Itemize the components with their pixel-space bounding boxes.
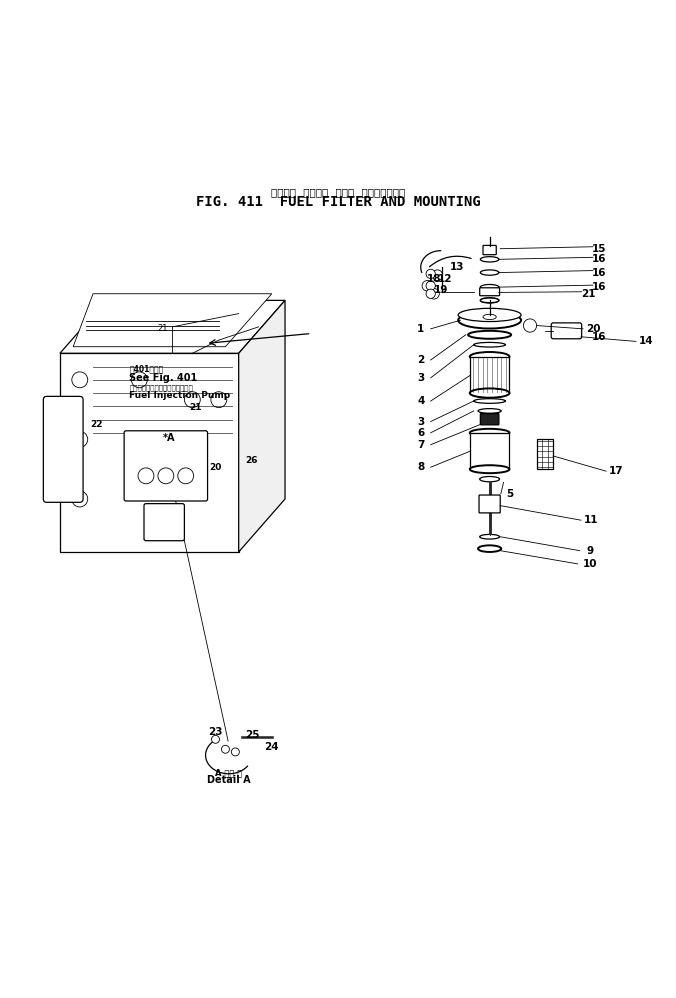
Text: 16: 16 — [592, 331, 607, 341]
Circle shape — [185, 392, 200, 407]
Ellipse shape — [480, 476, 500, 482]
Text: フェエルインジェクションポンプ: フェエルインジェクションポンプ — [129, 384, 193, 391]
Text: 21: 21 — [158, 324, 168, 333]
FancyBboxPatch shape — [479, 495, 500, 513]
Text: 13: 13 — [450, 262, 464, 272]
FancyBboxPatch shape — [43, 396, 83, 502]
Text: 21: 21 — [189, 403, 202, 412]
Text: 10: 10 — [582, 559, 597, 569]
Text: 4: 4 — [417, 396, 425, 406]
Circle shape — [212, 736, 220, 744]
Text: 16: 16 — [592, 254, 607, 264]
Text: 9: 9 — [586, 546, 593, 556]
Text: 25: 25 — [245, 731, 259, 741]
Text: Fuel Injection Pump: Fuel Injection Pump — [129, 391, 231, 400]
FancyBboxPatch shape — [144, 504, 185, 541]
Ellipse shape — [470, 465, 510, 473]
Circle shape — [426, 269, 435, 278]
Polygon shape — [239, 300, 285, 552]
Text: 8: 8 — [417, 462, 425, 472]
Text: *A: *A — [163, 433, 175, 443]
Circle shape — [72, 491, 88, 507]
Ellipse shape — [468, 330, 511, 338]
Text: 2: 2 — [417, 355, 425, 365]
Ellipse shape — [481, 284, 499, 289]
Text: 3: 3 — [417, 416, 425, 426]
Polygon shape — [73, 293, 272, 346]
Text: A 詳細 図: A 詳細 図 — [215, 767, 243, 777]
Text: See Fig. 401: See Fig. 401 — [129, 373, 197, 383]
Text: 3: 3 — [417, 373, 425, 383]
Ellipse shape — [470, 352, 510, 361]
Circle shape — [72, 431, 88, 447]
Text: 12: 12 — [438, 274, 452, 284]
Text: 11: 11 — [583, 515, 598, 525]
Text: 16: 16 — [592, 282, 607, 292]
Ellipse shape — [480, 534, 500, 539]
Bar — [537, 439, 553, 469]
Ellipse shape — [481, 269, 499, 275]
Ellipse shape — [474, 398, 506, 403]
Text: 19: 19 — [433, 285, 448, 295]
FancyBboxPatch shape — [124, 431, 208, 501]
Ellipse shape — [481, 298, 499, 302]
Ellipse shape — [478, 408, 501, 413]
Circle shape — [158, 468, 174, 484]
Text: 7: 7 — [417, 440, 425, 450]
Circle shape — [426, 289, 435, 298]
FancyBboxPatch shape — [481, 413, 499, 425]
Text: 21: 21 — [581, 288, 596, 298]
Text: 17: 17 — [609, 466, 623, 476]
Circle shape — [222, 746, 229, 753]
Ellipse shape — [458, 312, 521, 328]
Text: FIG. 411  FUEL FILTER AND MOUNTING: FIG. 411 FUEL FILTER AND MOUNTING — [195, 196, 481, 210]
Ellipse shape — [483, 314, 496, 319]
Text: 第401図参照: 第401図参照 — [129, 364, 164, 373]
Ellipse shape — [474, 342, 506, 347]
Text: 22: 22 — [90, 420, 103, 429]
Circle shape — [426, 281, 435, 290]
Text: 14: 14 — [639, 336, 653, 346]
Text: 23: 23 — [208, 728, 223, 738]
Circle shape — [231, 748, 239, 755]
Ellipse shape — [481, 256, 499, 261]
Circle shape — [178, 468, 193, 484]
Bar — [470, 433, 510, 469]
Circle shape — [211, 392, 226, 407]
Ellipse shape — [481, 297, 499, 303]
Circle shape — [523, 319, 537, 332]
Text: 5: 5 — [506, 489, 514, 499]
FancyBboxPatch shape — [551, 323, 581, 338]
Text: 18: 18 — [427, 274, 441, 284]
Text: 6: 6 — [417, 428, 425, 438]
Circle shape — [131, 372, 147, 388]
Circle shape — [72, 372, 88, 388]
Ellipse shape — [470, 429, 510, 437]
Text: 20: 20 — [585, 323, 600, 334]
Text: 16: 16 — [592, 267, 607, 277]
Text: 26: 26 — [245, 456, 258, 465]
FancyBboxPatch shape — [480, 287, 500, 295]
Text: 1: 1 — [417, 323, 425, 334]
Text: 24: 24 — [264, 743, 279, 752]
Ellipse shape — [478, 545, 501, 552]
Bar — [470, 356, 510, 393]
Text: 15: 15 — [592, 244, 607, 253]
Circle shape — [422, 280, 433, 291]
Ellipse shape — [470, 388, 510, 397]
FancyBboxPatch shape — [483, 246, 496, 254]
Circle shape — [138, 468, 154, 484]
Text: フェエル  フィルタ  および  マウンティング: フェエル フィルタ および マウンティング — [271, 188, 405, 198]
Text: 20: 20 — [210, 463, 222, 472]
Ellipse shape — [458, 308, 521, 321]
Circle shape — [432, 269, 443, 280]
Text: Detail A: Detail A — [207, 775, 251, 785]
Circle shape — [429, 288, 439, 299]
Polygon shape — [60, 353, 239, 552]
